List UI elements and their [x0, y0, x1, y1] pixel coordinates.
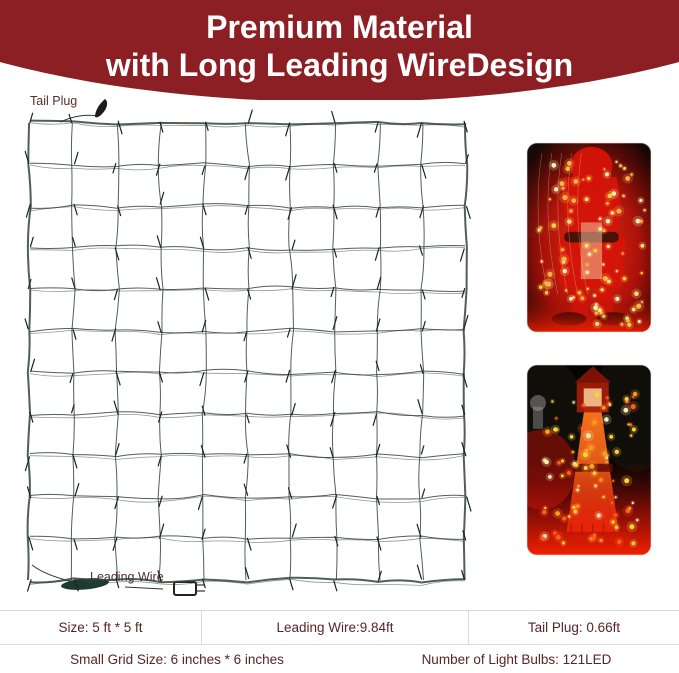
- svg-text:Tail Plug: Tail Plug: [30, 94, 77, 108]
